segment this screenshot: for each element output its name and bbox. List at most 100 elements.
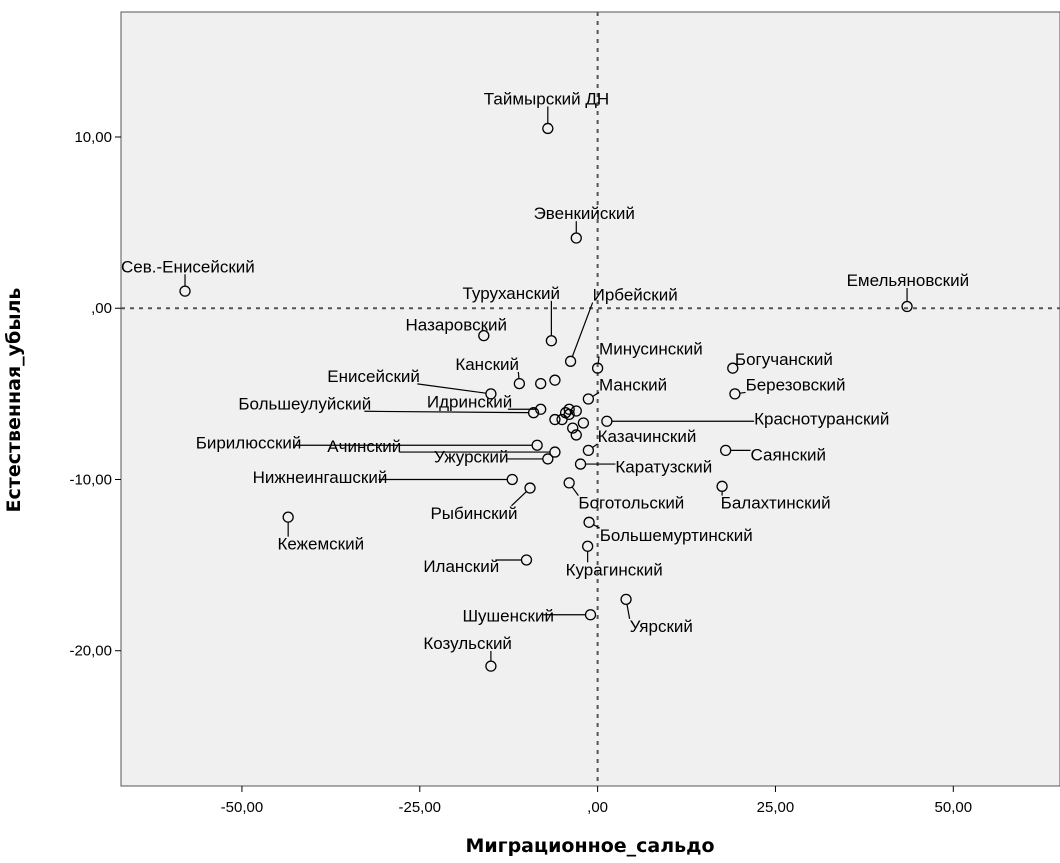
y-tick-label: 10,00 bbox=[74, 129, 112, 146]
x-tick-label: 25,00 bbox=[757, 799, 795, 816]
point-label: Рыбинский bbox=[430, 504, 517, 523]
data-point bbox=[727, 362, 739, 374]
data-point bbox=[570, 232, 582, 244]
data-point bbox=[535, 403, 547, 415]
data-point bbox=[601, 415, 613, 427]
point-label: Богучанский bbox=[735, 350, 833, 369]
data-point bbox=[582, 540, 594, 552]
point-label: Минусинский bbox=[599, 339, 703, 358]
point-label: Ирбейский bbox=[593, 286, 678, 305]
label-leader-line bbox=[739, 391, 746, 394]
data-point bbox=[549, 413, 561, 426]
label-leader-line bbox=[511, 491, 527, 507]
point-label: Енисейский bbox=[327, 367, 420, 386]
point-label: Березовский bbox=[746, 375, 846, 394]
data-point bbox=[564, 355, 577, 367]
point-label: Каратузский bbox=[615, 458, 712, 477]
data-point bbox=[506, 473, 518, 486]
data-point bbox=[520, 554, 533, 566]
label-leader-line bbox=[626, 604, 631, 619]
point-label: Емельяновский bbox=[847, 271, 970, 290]
data-point bbox=[567, 422, 579, 434]
data-point bbox=[531, 439, 543, 451]
data-point bbox=[582, 393, 595, 405]
data-point bbox=[549, 374, 561, 386]
label-leader-line bbox=[592, 391, 600, 397]
data-point bbox=[582, 444, 595, 457]
data-point bbox=[570, 405, 582, 417]
point-label: Туруханский bbox=[462, 284, 560, 303]
point-label: Краснотуранский bbox=[754, 410, 889, 429]
y-tick-label: ,00 bbox=[91, 300, 112, 317]
label-leader-line bbox=[571, 302, 594, 357]
point-label: Бирилюсский bbox=[196, 434, 302, 453]
data-point bbox=[282, 511, 294, 523]
point-label: Манский bbox=[599, 375, 667, 394]
label-leader-line bbox=[592, 443, 598, 448]
label-leader-line bbox=[571, 486, 579, 496]
plot-area bbox=[120, 11, 1060, 787]
data-point bbox=[485, 660, 497, 672]
data-point bbox=[485, 388, 497, 400]
data-point bbox=[563, 403, 575, 415]
y-tick-label: -20,00 bbox=[69, 643, 112, 660]
data-point bbox=[179, 285, 191, 297]
data-point bbox=[574, 458, 587, 470]
point-label: Козульский bbox=[423, 634, 512, 653]
point-label: Таймырский ДН bbox=[484, 89, 609, 108]
data-point bbox=[527, 407, 540, 419]
point-label: Казачинский bbox=[598, 427, 697, 446]
point-label: Идринский bbox=[427, 393, 512, 412]
data-point bbox=[729, 388, 741, 400]
point-label: Кежемский bbox=[278, 535, 365, 554]
data-point bbox=[524, 482, 536, 494]
x-tick-label: -50,00 bbox=[221, 799, 264, 816]
data-point bbox=[559, 407, 572, 419]
point-label: Сев.-Енисейский bbox=[121, 257, 255, 276]
data-point bbox=[716, 480, 728, 492]
data-point bbox=[563, 477, 575, 489]
point-label: Большемуртинский bbox=[600, 526, 753, 545]
data-point bbox=[542, 453, 554, 465]
x-tick-label: ,00 bbox=[587, 799, 608, 816]
point-label: Назаровский bbox=[406, 316, 507, 335]
point-label: Иланский bbox=[423, 557, 499, 576]
x-axis-title: Миграционное_сальдо bbox=[465, 835, 714, 857]
point-label: Большеулуйский bbox=[238, 394, 371, 413]
label-leader-line bbox=[517, 371, 520, 379]
label-leader-line bbox=[593, 524, 601, 529]
data-point bbox=[570, 429, 582, 441]
point-label: Боготольский bbox=[578, 494, 684, 513]
data-point bbox=[513, 377, 526, 390]
point-label: Шушенский bbox=[462, 607, 554, 626]
point-label: Ачинский bbox=[327, 437, 401, 456]
data-point bbox=[535, 377, 547, 390]
data-point bbox=[901, 300, 913, 313]
data-point bbox=[545, 335, 558, 347]
point-label: Курагинский bbox=[566, 560, 663, 579]
y-tick-label: -10,00 bbox=[69, 471, 112, 488]
data-point bbox=[620, 593, 632, 605]
point-label: Уярский bbox=[630, 617, 693, 636]
label-leader-line bbox=[364, 410, 529, 414]
data-point bbox=[542, 122, 554, 135]
point-label: Саянский bbox=[751, 446, 826, 465]
point-label: Эвенкийский bbox=[534, 204, 635, 223]
data-point bbox=[577, 417, 590, 429]
label-leader-line bbox=[597, 356, 600, 364]
point-label: Нижнеингашский bbox=[253, 468, 388, 487]
data-point bbox=[583, 516, 595, 528]
x-tick-label: 50,00 bbox=[935, 799, 973, 816]
data-point bbox=[556, 413, 568, 426]
data-point bbox=[591, 362, 604, 374]
data-point bbox=[549, 446, 561, 458]
point-label: Канский bbox=[455, 355, 519, 374]
point-label: Ужурский bbox=[434, 447, 509, 466]
data-point bbox=[584, 609, 597, 621]
data-point bbox=[720, 444, 732, 457]
label-leader-line bbox=[417, 383, 487, 394]
x-tick-label: -25,00 bbox=[398, 799, 441, 816]
point-label: Балахтинский bbox=[721, 494, 831, 513]
y-axis-title: Естественная_убыль bbox=[3, 288, 25, 513]
